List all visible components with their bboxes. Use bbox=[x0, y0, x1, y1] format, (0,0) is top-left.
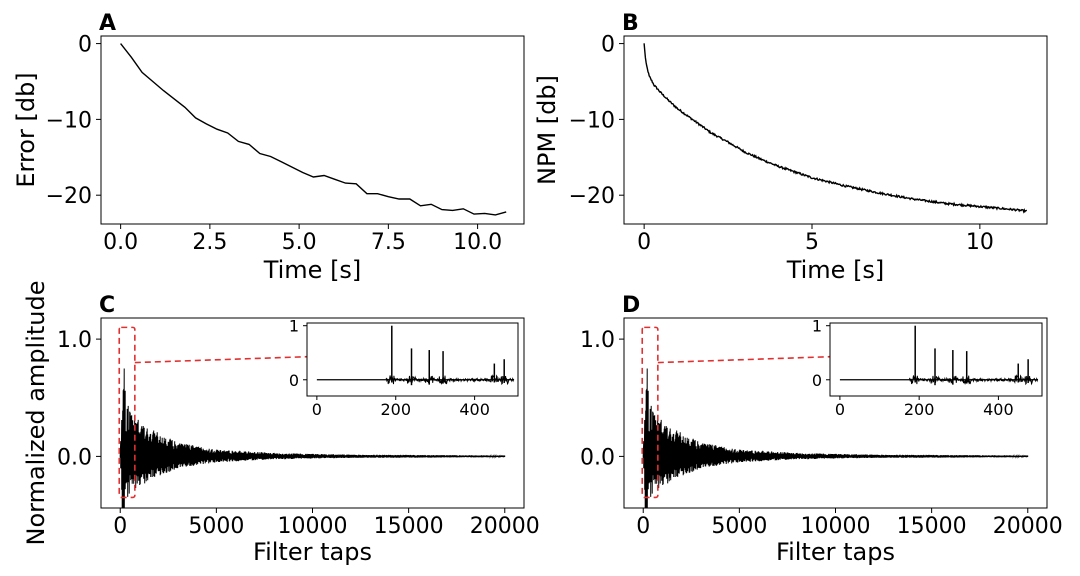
x-axis-label: Filter taps bbox=[253, 538, 372, 566]
x-axis-label: Time [s] bbox=[786, 256, 885, 284]
x-tick-label: 0.0 bbox=[103, 230, 138, 255]
x-tick-label: 5 bbox=[805, 230, 819, 255]
x-tick-label: 0 bbox=[113, 514, 127, 539]
zoom-connector-line bbox=[134, 355, 308, 364]
panel-label: A bbox=[99, 11, 116, 36]
inset-ringing bbox=[908, 374, 1039, 386]
y-tick-label: −20 bbox=[46, 184, 92, 209]
y-axis-label: Normalized amplitude bbox=[22, 280, 50, 545]
x-tick-label: 5000 bbox=[711, 514, 767, 539]
inset-frame bbox=[829, 322, 1043, 397]
y-tick-label: 1.0 bbox=[580, 328, 615, 353]
inset-x-tick-label: 400 bbox=[459, 400, 490, 419]
impulse-response bbox=[119, 368, 506, 508]
inset-x-tick-label: 200 bbox=[380, 400, 411, 419]
x-tick-label: 5.0 bbox=[282, 230, 317, 255]
panel-b: 0 5 10 0 −10 −20 B Time [s] NPM [db] bbox=[533, 11, 1048, 284]
y-tick-label: 1.0 bbox=[57, 328, 92, 353]
inset-x-tick-label: 400 bbox=[983, 400, 1014, 419]
inset-y-tick-label: 0 bbox=[289, 371, 299, 390]
y-tick-label: 0.0 bbox=[580, 445, 615, 470]
panel-label: C bbox=[99, 293, 115, 318]
panel-d: 0 5000 10000 15000 20000 1.0 0.0 D Filter taps 0 2… bbox=[580, 293, 1063, 566]
y-tick-label: 0.0 bbox=[57, 445, 92, 470]
y-axis-label: Error [db] bbox=[12, 72, 40, 187]
x-tick-label: 20000 bbox=[470, 514, 540, 539]
panel-label: B bbox=[622, 11, 639, 36]
plot-area bbox=[100, 35, 525, 225]
zoom-connector-line bbox=[657, 355, 831, 364]
x-tick-label: 10000 bbox=[801, 514, 871, 539]
x-tick-label: 7.5 bbox=[371, 230, 406, 255]
inset-y-tick-label: 1 bbox=[289, 317, 299, 336]
plot-area bbox=[623, 35, 1048, 225]
x-axis-label: Filter taps bbox=[776, 538, 895, 566]
panel-a: 0.0 2.5 5.0 7.5 10.0 0 −10 −20 A Time [s] Error [d… bbox=[12, 11, 525, 284]
x-tick-label: 15000 bbox=[374, 514, 444, 539]
series-line bbox=[120, 43, 507, 216]
inset-x-tick-label: 0 bbox=[835, 400, 845, 419]
inset-x-tick-label: 0 bbox=[312, 400, 322, 419]
inset-ringing bbox=[385, 374, 515, 386]
impulse-response bbox=[642, 368, 1029, 508]
x-tick-label: 0 bbox=[636, 514, 650, 539]
x-tick-label: 15000 bbox=[897, 514, 967, 539]
inset-x-tick-label: 200 bbox=[904, 400, 935, 419]
y-tick-label: −10 bbox=[46, 108, 92, 133]
x-tick-label: 10000 bbox=[278, 514, 348, 539]
x-tick-label: 5000 bbox=[188, 514, 244, 539]
x-tick-label: 20000 bbox=[993, 514, 1063, 539]
panel-label: D bbox=[622, 293, 640, 318]
x-tick-label: 2.5 bbox=[192, 230, 227, 255]
x-tick-label: 0 bbox=[637, 230, 651, 255]
x-axis-label: Time [s] bbox=[263, 256, 362, 284]
inset: 0 200 400 1 0 bbox=[812, 317, 1043, 419]
inset-frame bbox=[306, 322, 519, 397]
x-tick-label: 10.0 bbox=[453, 230, 502, 255]
y-tick-label: 0 bbox=[78, 33, 92, 58]
y-axis-label: NPM [db] bbox=[533, 75, 561, 185]
y-tick-label: −20 bbox=[569, 184, 615, 209]
zoom-highlight-box bbox=[641, 326, 659, 499]
inset-y-tick-label: 0 bbox=[812, 371, 822, 390]
inset: 0 200 400 1 0 bbox=[289, 317, 519, 419]
y-tick-label: 0 bbox=[601, 33, 615, 58]
y-tick-label: −10 bbox=[569, 108, 615, 133]
zoom-highlight-box bbox=[118, 326, 136, 499]
x-tick-label: 10 bbox=[966, 230, 994, 255]
inset-y-tick-label: 1 bbox=[812, 317, 822, 336]
series-line bbox=[643, 43, 1027, 214]
